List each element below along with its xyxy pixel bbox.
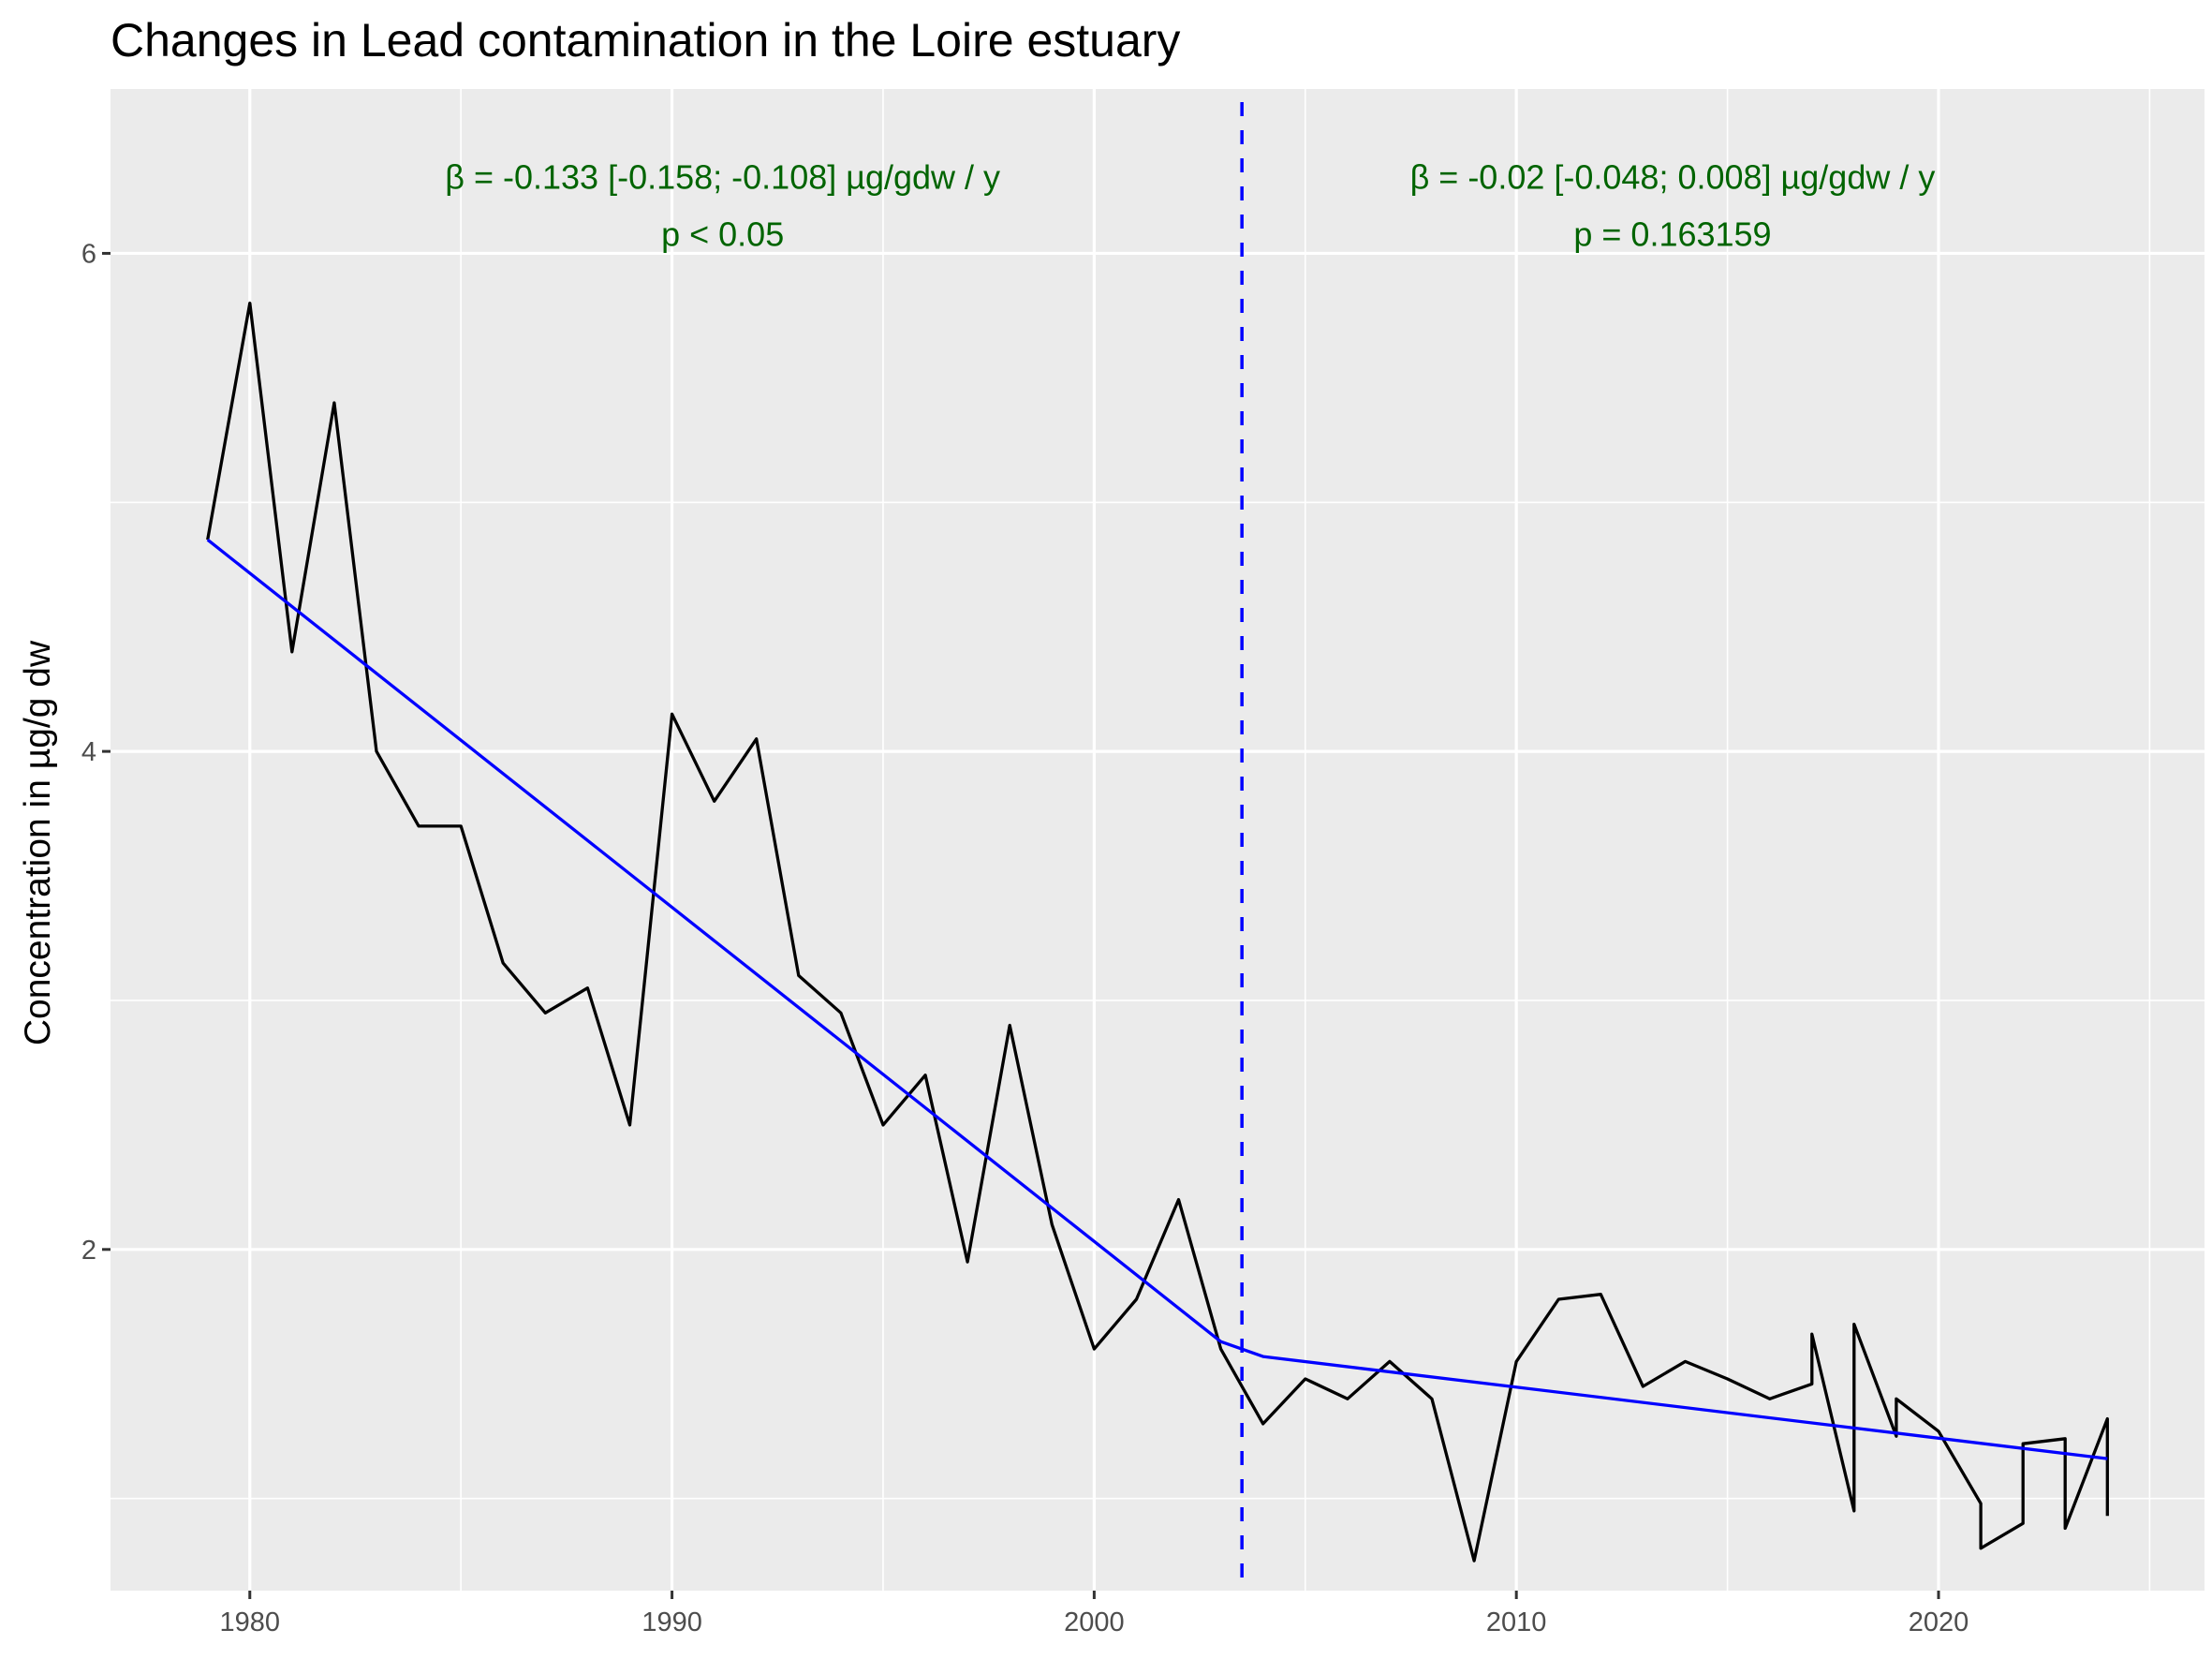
x-tick-label: 2010 [1486,1607,1547,1637]
axes: 1980 1990 2000 2010 2020 2 4 6 [81,239,1969,1637]
trend-annotation: p = 0.163159 [1573,215,1771,253]
plot-panel [111,89,2205,1591]
y-tick-label: 6 [81,239,96,269]
y-axis-label: Concentration in µg/g dw [18,640,58,1045]
minor-gridlines [111,89,2205,1591]
trend-annotation: β = -0.133 [-0.158; -0.108] µg/gdw / y [445,157,1000,196]
x-tick-label: 1980 [220,1607,281,1637]
chart-title: Changes in Lead contamination in the Loi… [111,14,1180,67]
y-tick-label: 4 [81,737,96,767]
series-layer [206,301,2109,1563]
concentration-line [206,301,2109,1563]
annotation-layer: β = -0.133 [-0.158; -0.108] µg/gdw / y p … [445,157,1935,253]
x-tick-label: 1990 [641,1607,702,1637]
x-tick-label: 2000 [1064,1607,1125,1637]
x-tick-label: 2020 [1909,1607,1969,1637]
trend-line [206,538,2108,1460]
trend-annotation: p < 0.05 [661,215,784,253]
y-tick-label: 2 [81,1236,96,1266]
trend-annotation: β = -0.02 [-0.048; 0.008] µg/gdw / y [1410,157,1936,196]
